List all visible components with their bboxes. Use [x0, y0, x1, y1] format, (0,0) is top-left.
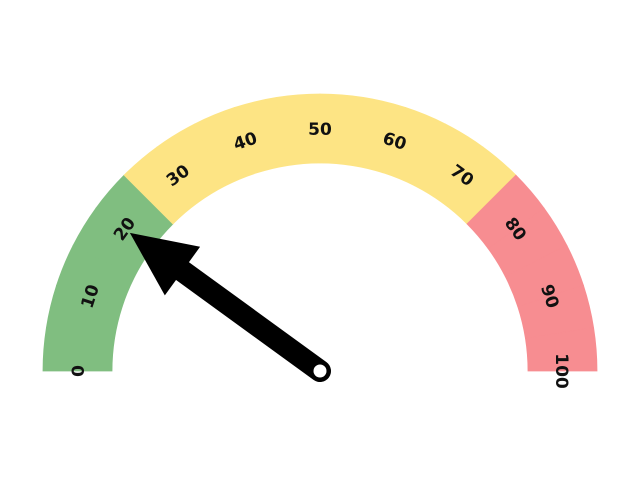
gauge-needle-shaft — [167, 257, 331, 382]
gauge-needle-head — [129, 232, 201, 296]
gauge-needle-hub — [313, 364, 327, 378]
gauge-tick-label: 50 — [308, 120, 332, 140]
gauge-tick-label: 0 — [69, 365, 89, 377]
gauge-band-segment — [524, 327, 598, 372]
gauge-bands — [42, 93, 598, 372]
gauge-tick-label: 100 — [551, 353, 571, 389]
gauge-needle-group — [129, 232, 331, 382]
